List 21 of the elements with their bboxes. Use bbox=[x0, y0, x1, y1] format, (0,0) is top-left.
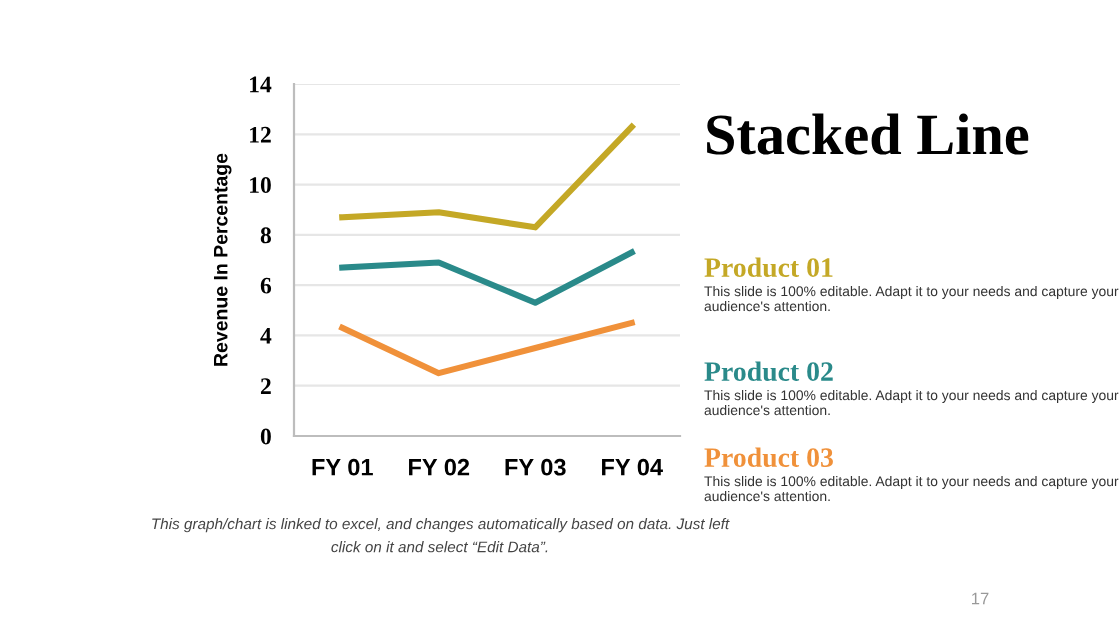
text: 17 bbox=[972, 592, 989, 605]
text: Product 03 bbox=[704, 447, 833, 468]
y-tick-label: 0 bbox=[260, 428, 271, 445]
text: Product 02 bbox=[704, 361, 833, 382]
line-series bbox=[339, 319, 635, 377]
line-series bbox=[339, 123, 635, 231]
x-tick-label: FY 01 bbox=[312, 458, 373, 476]
x-tick-label: FY 04 bbox=[602, 458, 663, 476]
text: Product 01 bbox=[704, 257, 833, 278]
y-tick-label: 6 bbox=[260, 277, 272, 294]
text: Stacked Line bbox=[707, 113, 1029, 155]
y-axis-title: Revenue In Percentage bbox=[214, 153, 232, 366]
y-tick-label: 10 bbox=[250, 177, 271, 193]
line-series bbox=[339, 249, 635, 306]
y-tick-label: 2 bbox=[260, 378, 271, 394]
y-tick-label: 14 bbox=[250, 76, 272, 93]
y-tick-label: 8 bbox=[260, 227, 271, 244]
y-tick-label: 12 bbox=[250, 126, 271, 143]
y-tick-label: 4 bbox=[260, 328, 272, 344]
x-tick-label: FY 03 bbox=[505, 458, 566, 476]
x-tick-label: FY 02 bbox=[409, 458, 470, 476]
